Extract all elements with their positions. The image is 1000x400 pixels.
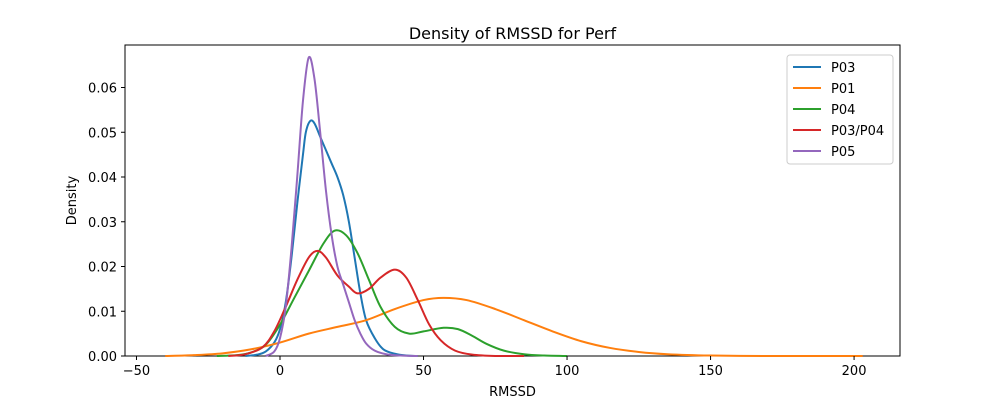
y-axis-title: Density <box>65 175 80 225</box>
x-tick-label: 50 <box>415 364 432 379</box>
legend-label-p05: P05 <box>831 145 855 160</box>
y-tick-label: 0.00 <box>88 350 117 365</box>
series-line-p03 <box>245 119 418 357</box>
chart-title: Density of RMSSD for Perf <box>409 24 617 43</box>
y-tick-label: 0.04 <box>88 171 117 186</box>
y-tick-label: 0.06 <box>88 82 117 97</box>
legend-label-p04: P04 <box>831 103 855 118</box>
x-tick-label: 150 <box>698 364 723 379</box>
x-axis: −50 0 50 100 150 200 <box>123 356 867 379</box>
x-tick-label: −50 <box>123 364 150 379</box>
legend-label-p01: P01 <box>831 82 855 97</box>
series-line-p05 <box>265 55 418 357</box>
series-layer <box>165 55 863 357</box>
series-line-p03-p04 <box>228 249 524 357</box>
x-tick-label: 100 <box>555 364 580 379</box>
y-tick-label: 0.03 <box>88 216 117 231</box>
legend-label-p03: P03 <box>831 61 855 76</box>
y-tick-label: 0.02 <box>88 261 117 276</box>
y-tick-label: 0.01 <box>88 305 117 320</box>
legend-box <box>786 54 894 165</box>
legend: P03 P01 P04 P03/P04 P05 <box>786 54 894 165</box>
x-tick-label: 200 <box>842 364 867 379</box>
series-line-p01 <box>165 296 863 357</box>
plot-area <box>124 44 901 357</box>
legend-label-p03-p04: P03/P04 <box>831 124 884 139</box>
x-tick-label: 0 <box>276 364 284 379</box>
series-line-p04 <box>216 229 568 357</box>
y-tick-label: 0.05 <box>88 126 117 141</box>
y-axis: 0.00 0.01 0.02 0.03 0.04 0.05 0.06 <box>88 82 125 365</box>
x-axis-title: RMSSD <box>489 385 536 400</box>
